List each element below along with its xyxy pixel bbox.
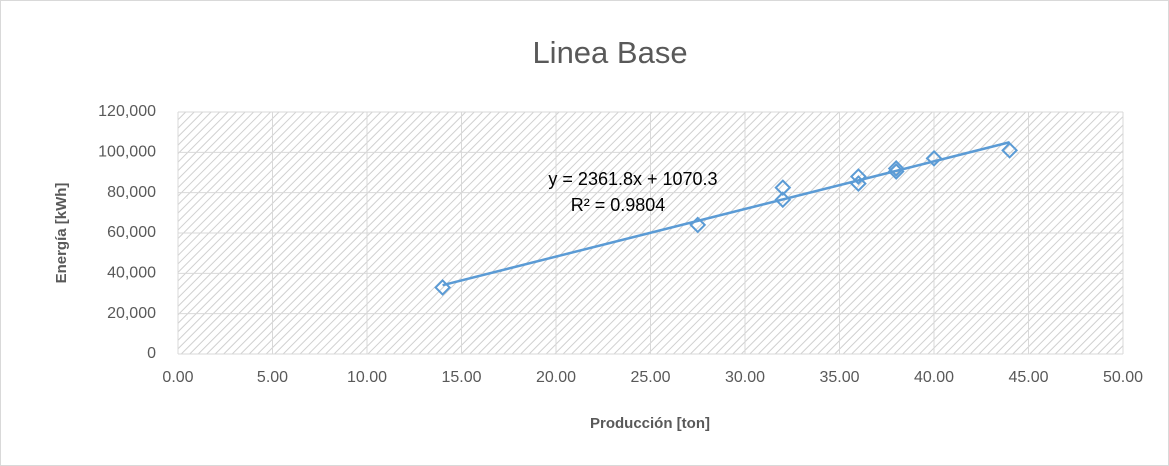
x-tick-label: 35.00 <box>819 369 859 386</box>
x-tick-label: 0.00 <box>162 369 193 386</box>
x-tick-label: 40.00 <box>914 369 954 386</box>
trendline <box>442 141 1010 287</box>
data-point <box>887 160 905 177</box>
y-tick-label: 40,000 <box>107 265 156 282</box>
x-tick-label: 45.00 <box>1008 369 1048 386</box>
y-axis-title: Energía [kWh] <box>53 183 70 284</box>
y-tick-label: 100,000 <box>98 144 156 161</box>
trendline-r2: R² = 0.9804 <box>571 195 666 215</box>
chart-title: Linea Base <box>532 35 687 70</box>
data-point <box>434 279 452 296</box>
data-point <box>925 149 943 167</box>
data-point <box>887 163 905 180</box>
data-point <box>774 179 792 197</box>
x-tick-label: 10.00 <box>347 369 387 386</box>
x-tick-label: 25.00 <box>630 369 670 386</box>
x-tick-label: 50.00 <box>1103 369 1143 386</box>
x-tick-label: 15.00 <box>441 369 481 386</box>
y-tick-label: 0 <box>147 345 156 362</box>
data-point <box>774 191 792 209</box>
data-point <box>849 168 867 185</box>
y-tick-label: 20,000 <box>107 305 156 322</box>
x-axis-title: Producción [ton] <box>590 415 710 432</box>
trendline-equation: y = 2361.8x + 1070.3 <box>548 169 717 189</box>
data-point <box>1001 141 1019 159</box>
data-point <box>849 175 867 193</box>
y-tick-label: 60,000 <box>107 224 156 241</box>
x-tick-label: 5.00 <box>257 369 288 386</box>
data-point <box>689 216 707 234</box>
x-tick-label: 30.00 <box>725 369 765 386</box>
x-tick-label: 20.00 <box>536 369 576 386</box>
y-tick-label: 120,000 <box>98 103 156 120</box>
y-tick-label: 80,000 <box>107 184 156 201</box>
